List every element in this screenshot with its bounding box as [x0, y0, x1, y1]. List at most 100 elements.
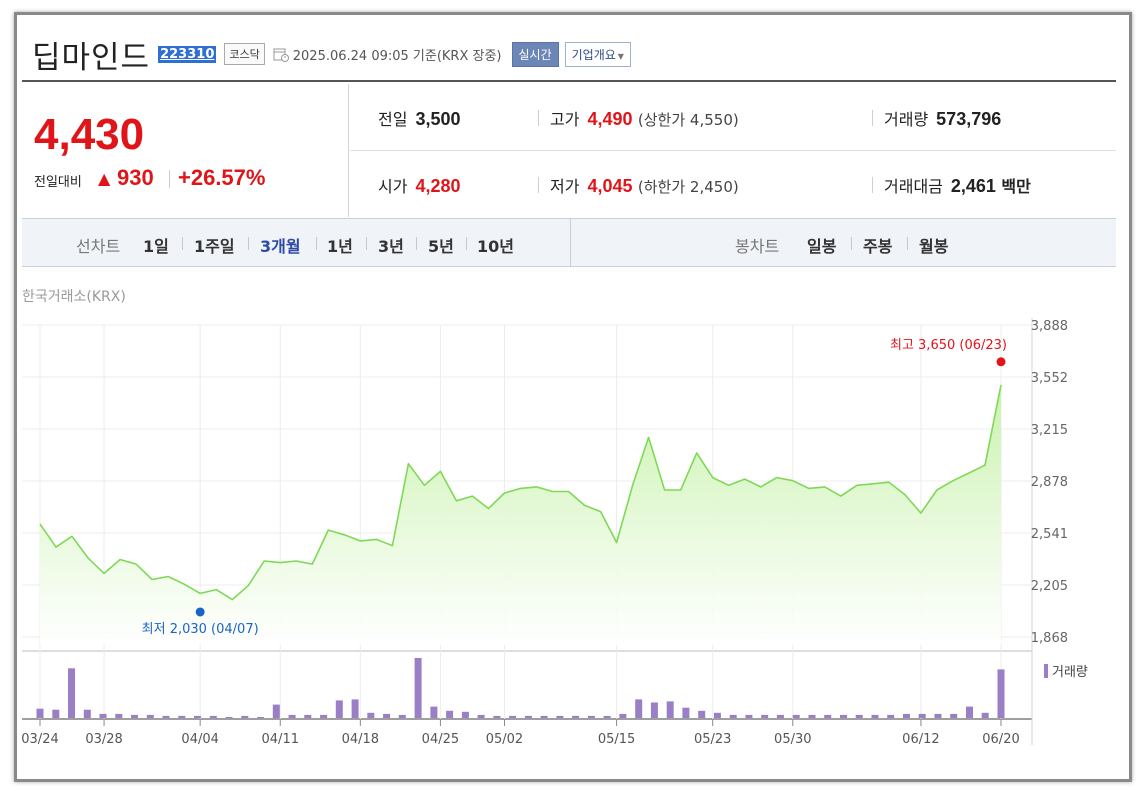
period-separator	[182, 237, 183, 250]
stock-code[interactable]: 223310	[158, 45, 217, 63]
volume-bar	[603, 715, 611, 718]
trade-value-unit: 백만	[1001, 177, 1031, 196]
x-tick-label: 03/28	[85, 732, 122, 747]
y-tick-label: 2,205	[1031, 579, 1068, 594]
x-tick-label: 04/04	[181, 732, 218, 747]
period-3y[interactable]: 3년	[378, 237, 404, 256]
trade-value-amount: 2,461	[950, 176, 996, 196]
price-area-fill	[40, 384, 1001, 645]
lower-limit: (하한가 2,450)	[637, 178, 739, 196]
volume-bar	[178, 715, 186, 718]
volume-bar	[855, 714, 863, 718]
header-divider	[22, 80, 1116, 82]
volume-bar	[414, 658, 422, 718]
high-value: 4,490	[587, 109, 633, 129]
high-point-marker	[996, 357, 1006, 367]
axis-labels: 3,888 3,552 3,215 2,878 2,541 2,205 1,868 03/24…	[21, 319, 1088, 747]
x-tick-label: 06/20	[982, 732, 1019, 747]
volume-bar	[351, 699, 359, 718]
volume-bar	[335, 700, 343, 718]
period-3m[interactable]: 3개월	[260, 237, 301, 256]
volume-bar	[477, 714, 485, 718]
volume-legend-swatch	[1044, 664, 1048, 678]
volume-bar	[524, 715, 532, 718]
stats-panel: 전일 3,500 고가 4,490 (상한가 4,550) 거래량 573,796 시…	[350, 84, 1116, 217]
period-1w[interactable]: 1주일	[194, 237, 235, 256]
volume-bar	[619, 713, 627, 718]
volume-bar	[493, 715, 501, 718]
realtime-button[interactable]: 실시간	[511, 41, 559, 67]
y-tick-label: 1,868	[1031, 631, 1068, 646]
volume-bar	[587, 715, 595, 718]
stock-header: 딥마인드 223310 코스닥 2025.06.24 09:05 기준(KRX …	[22, 28, 1122, 80]
volume-bar	[446, 710, 454, 718]
period-separator	[248, 237, 249, 250]
period-1d[interactable]: 1일	[143, 237, 169, 256]
period-5y[interactable]: 5년	[428, 237, 454, 256]
low-label: 저가	[550, 177, 580, 196]
period-bar-divider	[570, 219, 571, 266]
volume-bar	[461, 711, 469, 718]
stat-low: 저가 4,045 (하한가 2,450)	[550, 173, 739, 197]
stat-trade-value: 거래대금 2,461 백만	[884, 173, 1031, 197]
volume-bar	[792, 714, 800, 718]
low-value: 4,045	[587, 176, 633, 196]
company-overview-label: 기업개요	[571, 47, 616, 62]
x-tick-label: 04/11	[262, 732, 299, 747]
change-percent: +26.57%	[178, 165, 266, 190]
volume-bar	[776, 714, 784, 718]
stat-separator	[872, 110, 873, 126]
stat-high: 고가 4,490 (상한가 4,550)	[550, 106, 739, 130]
volume-label: 거래량	[884, 110, 929, 129]
x-tick-label: 04/18	[342, 732, 379, 747]
volume-bar	[713, 712, 721, 718]
y-tick-label: 3,552	[1031, 371, 1068, 386]
period-bar: 선차트 1일 1주일 3개월 1년 3년 5년 10년 봉차트 일봉 주봉 월봉	[22, 218, 1116, 267]
period-separator	[466, 237, 467, 250]
candle-monthly[interactable]: 월봉	[919, 237, 949, 256]
timestamp: 2025.06.24 09:05 기준(KRX 장중)	[292, 48, 502, 64]
high-label: 고가	[550, 110, 580, 129]
volume-bar	[367, 712, 375, 718]
volume-bar	[572, 715, 580, 718]
trade-value-label: 거래대금	[884, 177, 943, 196]
period-separator	[366, 237, 367, 250]
volume-bar	[650, 702, 658, 718]
volume-bar	[682, 707, 690, 718]
x-tick-label: 05/23	[694, 732, 731, 747]
volume-bar	[99, 713, 107, 718]
open-label: 시가	[378, 177, 408, 196]
volume-bar	[509, 715, 517, 718]
stat-separator	[872, 177, 873, 193]
x-tick-label: 06/12	[902, 732, 939, 747]
change-value: 930	[117, 165, 154, 190]
volume-legend-label: 거래량	[1052, 665, 1088, 680]
company-overview-button[interactable]: 기업개요 ▼	[564, 41, 631, 67]
caret-down-icon: ▼	[617, 51, 624, 61]
volume-bar	[918, 713, 926, 718]
period-1y[interactable]: 1년	[327, 237, 353, 256]
period-separator	[316, 237, 317, 250]
upper-limit: (상한가 4,550)	[637, 111, 739, 129]
stat-separator	[538, 110, 539, 126]
market-badge: 코스닥	[224, 43, 265, 65]
volume-bar	[194, 715, 201, 718]
volume-bar	[950, 713, 958, 718]
volume-bar	[209, 715, 217, 718]
chart-source-label: 한국거래소(KRX)	[22, 289, 126, 305]
stats-row-divider	[350, 150, 1116, 151]
candle-daily[interactable]: 일봉	[807, 237, 837, 256]
up-triangle-icon: ▲	[98, 169, 111, 188]
x-tick-label: 05/02	[486, 732, 523, 747]
candle-weekly[interactable]: 주봉	[863, 237, 893, 256]
volume-bar	[162, 715, 170, 718]
volume-bar	[997, 669, 1005, 718]
x-tick-label: 04/25	[422, 732, 459, 747]
volume-bar	[966, 706, 973, 718]
period-10y[interactable]: 10년	[477, 237, 514, 256]
volume-bar	[840, 714, 847, 718]
period-separator	[907, 237, 908, 250]
volume-bar	[146, 714, 154, 718]
change-divider	[169, 170, 170, 188]
